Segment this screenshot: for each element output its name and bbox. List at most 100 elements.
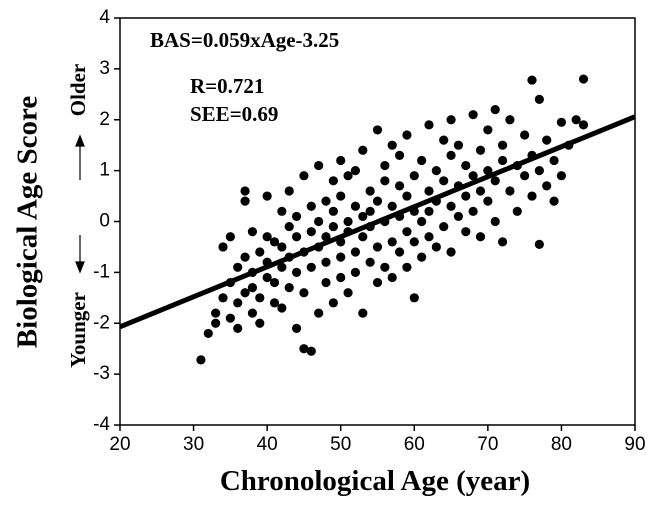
trend-line: [120, 114, 635, 330]
point: [336, 155, 346, 166]
point: [372, 125, 383, 135]
younger-label: Younger: [66, 292, 90, 368]
point: [262, 272, 272, 283]
point: [520, 130, 530, 140]
y-tick-label: -1: [93, 261, 110, 282]
point: [394, 247, 405, 257]
point: [358, 308, 368, 318]
point: [475, 186, 486, 196]
y-tick-label: 3: [99, 58, 110, 79]
point: [461, 160, 471, 171]
point: [277, 262, 287, 272]
annotation: R=0.721: [190, 74, 264, 98]
point: [336, 252, 346, 262]
point: [291, 211, 302, 222]
x-tick-label: 60: [404, 434, 425, 455]
point: [350, 201, 361, 211]
point: [343, 171, 353, 181]
point: [424, 186, 434, 196]
point: [505, 115, 515, 125]
point: [284, 186, 294, 196]
point: [468, 206, 478, 216]
point: [424, 120, 434, 130]
point: [255, 318, 265, 328]
point: [291, 232, 302, 242]
point: [387, 237, 397, 247]
point: [497, 155, 508, 166]
point: [365, 186, 375, 196]
point: [358, 145, 368, 155]
point: [255, 293, 265, 303]
point: [439, 135, 449, 145]
point: [402, 130, 412, 140]
older-label: Older: [66, 64, 90, 117]
x-tick-label: 30: [183, 434, 204, 455]
x-tick-label: 90: [624, 434, 645, 455]
point: [387, 201, 397, 211]
point: [262, 191, 272, 201]
point: [461, 227, 471, 237]
point: [534, 94, 544, 104]
point: [446, 247, 456, 257]
point: [284, 283, 294, 293]
point: [505, 186, 515, 196]
point: [556, 117, 567, 127]
point: [417, 252, 427, 262]
point: [380, 176, 390, 186]
point: [402, 262, 412, 272]
point: [306, 262, 316, 272]
y-tick-label: 2: [99, 109, 110, 130]
x-tick-label: 20: [109, 434, 130, 455]
annotation: SEE=0.69: [190, 102, 278, 126]
x-tick-label: 70: [477, 434, 498, 455]
plot-area: [120, 74, 635, 365]
point: [218, 293, 228, 303]
point: [350, 166, 361, 176]
point: [321, 257, 331, 267]
point: [453, 211, 464, 222]
point: [439, 221, 449, 232]
point: [527, 75, 537, 85]
point: [196, 355, 206, 365]
point: [409, 171, 419, 181]
point: [269, 237, 280, 247]
point: [247, 283, 258, 293]
point: [321, 232, 331, 242]
point: [218, 242, 228, 252]
point: [306, 201, 316, 211]
x-tick-label: 50: [330, 434, 351, 455]
point: [497, 140, 508, 150]
x-tick-label: 40: [257, 434, 278, 455]
point: [299, 288, 309, 298]
point: [468, 171, 478, 181]
point: [277, 206, 287, 216]
point: [291, 323, 302, 333]
point: [490, 104, 500, 115]
point: [483, 125, 493, 135]
point: [490, 176, 500, 186]
point: [225, 313, 235, 323]
point: [394, 181, 405, 191]
point: [314, 216, 324, 227]
point: [255, 247, 265, 257]
point: [490, 216, 500, 227]
point: [380, 262, 390, 272]
point: [277, 242, 287, 252]
point: [233, 262, 243, 272]
point: [269, 277, 280, 288]
point: [314, 308, 324, 318]
point: [571, 115, 581, 125]
y-tick-label: 4: [99, 7, 110, 28]
point: [284, 221, 294, 232]
point: [321, 277, 331, 288]
point: [240, 186, 250, 196]
x-tick-label: 80: [551, 434, 572, 455]
point: [402, 191, 412, 201]
point: [225, 232, 235, 242]
point: [446, 201, 456, 211]
point: [328, 206, 338, 216]
point: [203, 328, 213, 339]
point: [336, 191, 346, 201]
point: [424, 206, 434, 216]
